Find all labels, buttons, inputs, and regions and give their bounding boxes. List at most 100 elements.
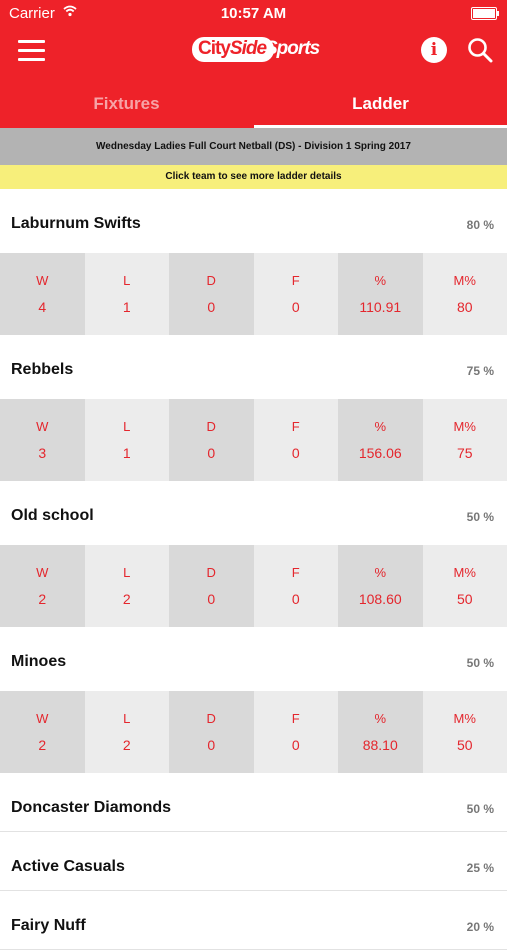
stat-label: D (169, 711, 254, 726)
stat-value: 3 (0, 445, 85, 461)
stat-match-percentage: M% 80 (423, 253, 507, 335)
team-name: Old school (11, 507, 94, 525)
team-row-active-casuals[interactable]: Active Casuals 25 % (0, 832, 507, 891)
division-banner: Wednesday Ladies Full Court Netball (DS)… (0, 128, 507, 165)
tab-bar: Fixtures Ladder (0, 80, 507, 128)
stat-value: 2 (0, 737, 85, 753)
team-row-laburnum-swifts[interactable]: Laburnum Swifts 80 % (0, 189, 507, 253)
stat-label: D (169, 565, 254, 580)
stat-value: 0 (169, 591, 254, 607)
stat-value: 108.60 (338, 591, 423, 607)
stat-value: 1 (85, 299, 170, 315)
team-row-doncaster-diamonds[interactable]: Doncaster Diamonds 50 % (0, 773, 507, 832)
stat-label: % (338, 565, 423, 580)
stat-label: % (338, 419, 423, 434)
stat-value: 0 (254, 299, 339, 315)
stat-value: 0 (254, 445, 339, 461)
stat-value: 110.91 (338, 299, 423, 315)
stat-value: 1 (85, 445, 170, 461)
team-win-percentage: 80 % (467, 218, 494, 232)
tab-ladder[interactable]: Ladder (254, 80, 507, 128)
stat-match-percentage: M% 50 (423, 545, 507, 627)
team-name: Minoes (11, 653, 66, 671)
stat-label: F (254, 565, 339, 580)
team-row-minoes[interactable]: Minoes 50 % (0, 627, 507, 691)
stat-value: 0 (169, 445, 254, 461)
stat-value: 0 (254, 737, 339, 753)
stat-value: 88.10 (338, 737, 423, 753)
stat-percentage: % 110.91 (338, 253, 423, 335)
app-header: Carrier 10:57 AM CitySide Sports i Fixtu… (0, 0, 507, 128)
team-win-percentage: 20 % (467, 920, 494, 934)
status-time: 10:57 AM (0, 5, 507, 22)
stat-label: D (169, 273, 254, 288)
stat-match-percentage: M%50 (423, 691, 507, 773)
team-name: Active Casuals (11, 858, 125, 876)
stat-label: M% (423, 565, 507, 580)
stat-value: 0 (169, 299, 254, 315)
hamburger-menu-icon[interactable] (18, 40, 45, 60)
stat-label: % (338, 273, 423, 288)
team-name: Fairy Nuff (11, 917, 86, 935)
stat-label: L (85, 273, 170, 288)
stat-value: 2 (85, 737, 170, 753)
stat-value: 0 (169, 737, 254, 753)
info-icon[interactable]: i (421, 37, 447, 63)
stat-label: D (169, 419, 254, 434)
stat-label: % (338, 711, 423, 726)
stat-label: W (0, 273, 85, 288)
stat-label: F (254, 711, 339, 726)
stat-value: 0 (254, 591, 339, 607)
stat-percentage: % 156.06 (338, 399, 423, 481)
stat-label: F (254, 419, 339, 434)
stat-value: 2 (0, 591, 85, 607)
stat-label: M% (423, 711, 507, 726)
stat-label: W (0, 419, 85, 434)
search-icon[interactable] (467, 37, 493, 63)
stat-value: 2 (85, 591, 170, 607)
stat-label: M% (423, 419, 507, 434)
stat-value: 80 (423, 299, 507, 315)
stat-match-percentage: M% 75 (423, 399, 507, 481)
stat-label: L (85, 565, 170, 580)
team-win-percentage: 25 % (467, 861, 494, 875)
stat-label: M% (423, 273, 507, 288)
hint-banner: Click team to see more ladder details (0, 165, 507, 189)
team-win-percentage: 75 % (467, 364, 494, 378)
stat-value: 75 (423, 445, 507, 461)
team-win-percentage: 50 % (467, 510, 494, 524)
tab-fixtures[interactable]: Fixtures (0, 80, 253, 128)
team-win-percentage: 50 % (467, 802, 494, 816)
stat-label: W (0, 565, 85, 580)
team-win-percentage: 50 % (467, 656, 494, 670)
team-name: Rebbels (11, 361, 73, 379)
team-row-old-school[interactable]: Old school 50 % (0, 481, 507, 545)
team-name: Doncaster Diamonds (11, 799, 171, 817)
stat-percentage: % 108.60 (338, 545, 423, 627)
cityside-sports-logo: CitySide Sports (192, 35, 318, 63)
stat-value: 156.06 (338, 445, 423, 461)
stat-value: 50 (423, 591, 507, 607)
team-row-rebbels[interactable]: Rebbels 75 % (0, 335, 507, 399)
team-name: Laburnum Swifts (11, 215, 141, 233)
